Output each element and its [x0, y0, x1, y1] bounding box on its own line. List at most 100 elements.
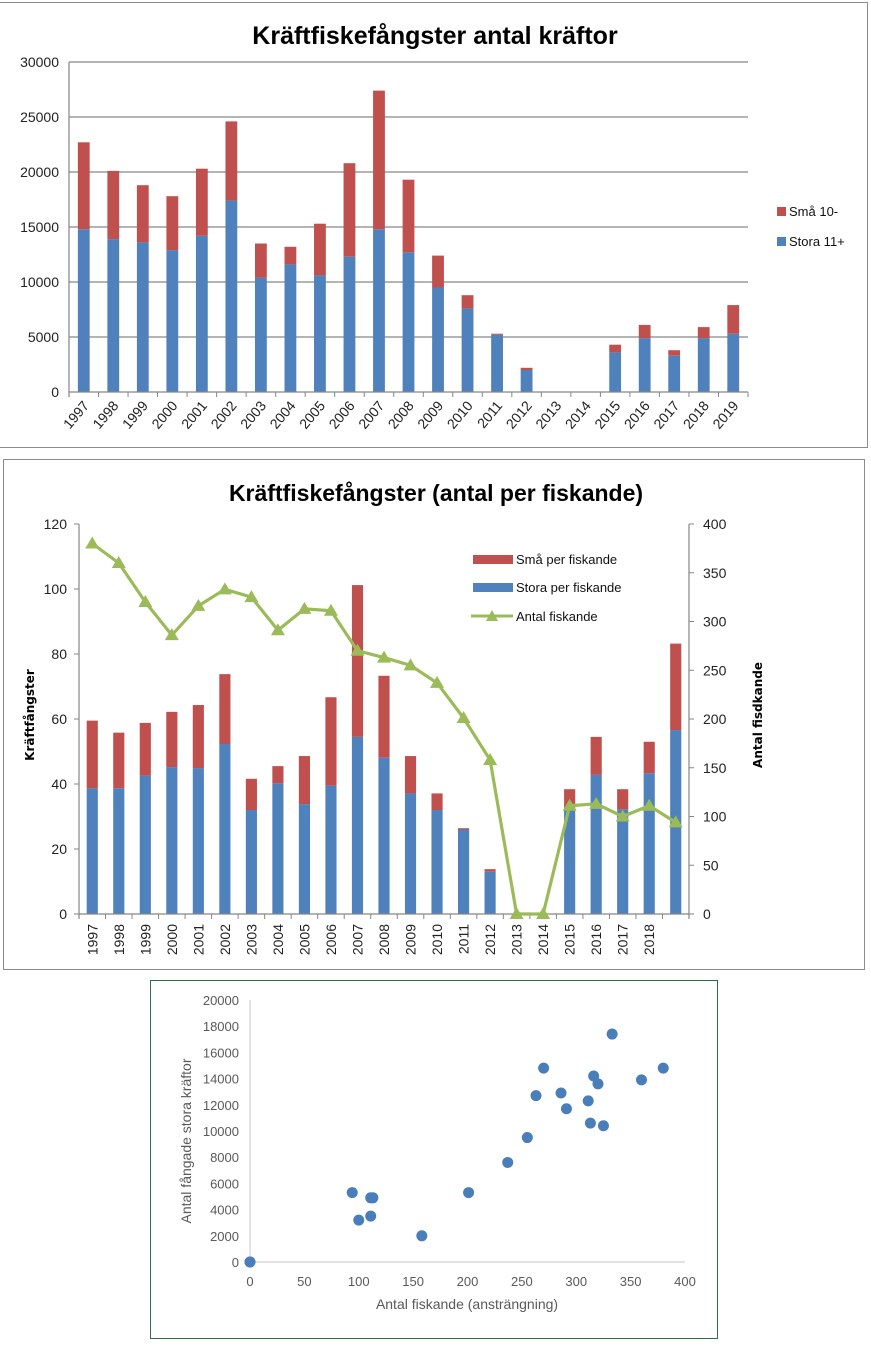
bar-stora-2002 [225, 200, 238, 392]
x-tick-label: 350 [620, 1274, 642, 1289]
bar-sma-2005 [298, 756, 311, 805]
scatter-point [555, 1087, 567, 1099]
bar-stora-2012 [484, 871, 496, 914]
bar-stora-2006 [343, 256, 356, 392]
x-tick-label: 1997 [60, 397, 92, 431]
x-tick-label: 50 [297, 1274, 311, 1289]
x-tick-label: 2018 [680, 397, 712, 431]
bar-stora-2015 [564, 810, 576, 914]
x-tick-label: 2016 [588, 924, 604, 955]
bar-sma-2011 [457, 828, 470, 830]
marker-antal-2018 [642, 798, 657, 811]
bar-stora-2006 [325, 785, 337, 914]
chart3-svg: 0200040006000800010000120001400016000180… [178, 993, 696, 1312]
scatter-point [521, 1132, 533, 1144]
legend-swatch-sma [777, 207, 786, 216]
x-tick-label: 150 [402, 1274, 424, 1289]
x-tick-label: 2018 [641, 924, 657, 955]
x-tick-label: 2013 [509, 924, 525, 955]
bar-sma-2012 [520, 367, 533, 370]
bar-stora-2018 [643, 773, 655, 914]
scatter-point [353, 1214, 365, 1226]
x-tick-label: 2017 [615, 924, 631, 955]
x-tick-label: 2003 [237, 397, 269, 431]
scatter-point [560, 1103, 572, 1115]
x-tick-label: 2014 [562, 397, 594, 431]
x-tick-label: 2019 [709, 397, 741, 431]
x-tick-label: 200 [457, 1274, 479, 1289]
bar-stora-1999 [139, 775, 151, 914]
scatter-point [502, 1156, 514, 1168]
bar-stora-2019 [727, 333, 740, 392]
chart-scatter: 0 2000 4000 6000 8000 10000 12000 14000 16000 180… [150, 980, 718, 1339]
bar-sma-2017 [617, 789, 629, 810]
marker-antal-2000 [164, 628, 179, 641]
bar-sma-2008 [378, 675, 390, 758]
bar-sma-2006 [325, 697, 337, 786]
x-tick-label: 2015 [591, 397, 623, 431]
y-tick-label: 80 [51, 646, 67, 662]
marker-antal-2004 [270, 623, 285, 636]
bar-sma-2016 [638, 324, 651, 339]
legend-label-stora-per: Stora per fiskande [516, 580, 622, 595]
y-tick-label: 5000 [28, 329, 59, 345]
x-tick-label: 1998 [111, 924, 127, 955]
y-tick-label: 16000 [203, 1045, 239, 1060]
chart3-x-axis-label: Antal fiskande (ansträngning) [376, 1296, 558, 1312]
marker-antal-2013 [509, 907, 524, 919]
bar-stora-1998 [107, 239, 120, 392]
bar-sma-2008 [402, 179, 415, 253]
y2-tick-label: 50 [703, 857, 719, 873]
marker-antal-1997 [85, 536, 100, 549]
bar-stora-2009 [404, 793, 417, 914]
bar-stora-2004 [272, 783, 284, 914]
y2-tick-label: 300 [703, 614, 727, 630]
x-tick-label: 400 [674, 1274, 696, 1289]
x-tick-label: 2013 [532, 397, 564, 431]
y-tick-label: 0 [51, 384, 59, 400]
x-tick-label: 2002 [207, 397, 239, 431]
y-tick-label: 12000 [203, 1098, 239, 1113]
bar-sma-2016 [590, 736, 602, 775]
bar-stora-2017 [668, 355, 681, 392]
bar-sma-2001 [192, 705, 204, 769]
y-tick-label: 60 [51, 711, 67, 727]
bar-stora-2001 [195, 235, 208, 392]
y-tick-label: 6000 [210, 1176, 239, 1191]
bar-sma-2009 [432, 255, 444, 288]
bar-sma-2003 [254, 243, 267, 278]
chart1-svg: Kräftfiskefångster antal kräftor 0 5000 10… [20, 22, 845, 432]
bar-sma-2019 [727, 305, 740, 334]
scatter-point [244, 1256, 256, 1268]
bar-sma-2000 [166, 196, 179, 251]
bar-sma-2004 [272, 766, 284, 784]
scatter-point [346, 1187, 358, 1199]
chart2-y-axis-label: Kräftfångster [23, 669, 37, 761]
chart-per-fiskande: Kräftfiskefångster (antal per fiskande) … [3, 459, 865, 970]
y-tick-label: 10000 [20, 274, 59, 290]
marker-antal-2012 [483, 752, 498, 765]
scatter-point [582, 1095, 594, 1107]
bar-sma-1998 [107, 170, 120, 240]
marker-antal-2002 [217, 582, 232, 595]
x-tick-label: 2001 [178, 397, 210, 431]
x-tick-label: 2005 [296, 397, 328, 431]
marker-antal-2003 [244, 590, 259, 603]
scatter-point [530, 1090, 542, 1102]
bar-stora-2002 [219, 744, 231, 914]
bar-stora-2001 [192, 768, 204, 914]
bar-stora-1999 [136, 242, 149, 392]
y2-tick-label: 350 [703, 565, 727, 581]
x-tick-label: 2009 [403, 924, 419, 955]
y-tick-label: 0 [59, 906, 67, 922]
x-tick-label: 300 [565, 1274, 587, 1289]
bar-sma-2007 [351, 585, 364, 737]
y-tick-label: 0 [232, 1255, 239, 1270]
marker-antal-2009 [403, 658, 418, 671]
y-tick-label: 8000 [210, 1150, 239, 1165]
bar-sma-2005 [314, 223, 326, 276]
bar-stora-2005 [314, 275, 326, 392]
y-tick-label: 10000 [203, 1124, 239, 1139]
x-tick-label: 2010 [444, 397, 476, 431]
bar-sma-2018 [643, 741, 655, 774]
